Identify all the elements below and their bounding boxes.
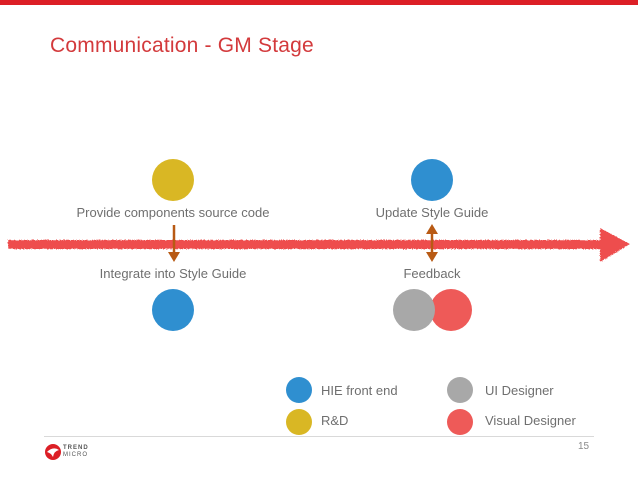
ui-designer-circle <box>393 289 435 331</box>
timeline-shaft <box>8 240 602 249</box>
slide-title: Communication - GM Stage <box>50 34 314 57</box>
trend-micro-logo-icon <box>45 444 61 460</box>
hie-circle-bottom <box>152 289 194 331</box>
legend-visual-swatch <box>447 409 473 435</box>
left-bottom-label: Integrate into Style Guide <box>99 266 247 281</box>
legend-ui-swatch <box>447 377 473 403</box>
timeline-arrowhead <box>600 228 630 262</box>
right-connector-arrow <box>426 224 438 262</box>
left-top-label: Provide components source code <box>76 205 270 220</box>
footer-divider <box>44 436 594 437</box>
top-accent-bar <box>0 0 638 5</box>
logo-wordmark: TREND MICRO <box>63 445 89 458</box>
legend-hie-swatch <box>286 377 312 403</box>
legend-rd-swatch <box>286 409 312 435</box>
legend-visual-label: Visual Designer <box>485 413 576 428</box>
hie-circle-top <box>411 159 453 201</box>
legend-ui-label: UI Designer <box>485 383 554 398</box>
timeline-arrow <box>8 228 630 262</box>
visual-designer-circle <box>430 289 472 331</box>
rd-circle <box>152 159 194 201</box>
page-number: 15 <box>578 441 590 452</box>
right-top-label: Update Style Guide <box>375 205 489 220</box>
left-connector-arrow <box>168 225 180 262</box>
legend-rd-label: R&D <box>321 413 349 428</box>
legend-hie-label: HIE front end <box>321 383 398 398</box>
right-bottom-label: Feedback <box>403 266 461 281</box>
